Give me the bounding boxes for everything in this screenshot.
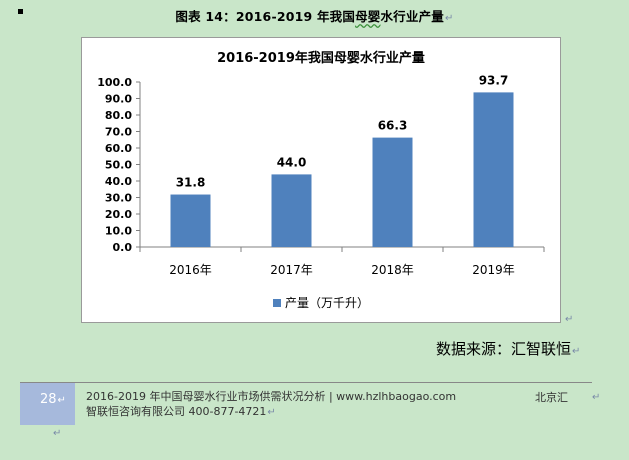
y-tick-label: 10.0	[105, 225, 132, 238]
x-tick-label: 2018年	[371, 263, 414, 277]
legend-swatch	[272, 299, 281, 307]
page-number-box: 28↵	[20, 383, 75, 425]
bar	[170, 194, 211, 247]
footer-divider	[20, 382, 592, 383]
footer-text: 2016-2019 年中国母婴水行业市场供需状况分析 | www.hzlhbao…	[86, 389, 546, 420]
y-tick-label: 0.0	[113, 241, 133, 254]
chart-title: 2016-2019年我国母婴水行业产量	[217, 51, 425, 66]
page-number: 28	[40, 392, 57, 407]
caption-highlight: 母婴	[355, 9, 381, 24]
y-tick-label: 80.0	[105, 109, 132, 122]
bar	[473, 92, 514, 247]
bar-chart: 0.0 10.0 20.0 30.0 40.0 50.0 60.0 70.0 80.0 90.0 1…	[97, 73, 545, 277]
x-tick-label: 2019年	[472, 263, 515, 277]
paragraph-mark: ↵	[267, 407, 276, 418]
legend-label: 产量（万千升）	[284, 296, 369, 310]
y-tick-label: 30.0	[105, 192, 132, 205]
chart-container[interactable]: 2016-2019年我国母婴水行业产量 0.0 10.0 20.0 30.0 40.0 5…	[81, 37, 561, 323]
y-tick-label: 100.0	[97, 76, 132, 89]
list-bullet	[18, 9, 23, 14]
data-label: 44.0	[277, 155, 307, 169]
y-tick-label: 40.0	[105, 175, 132, 188]
y-tick-label: 50.0	[105, 159, 132, 172]
data-label: 93.7	[479, 73, 509, 87]
paragraph-mark: ↵	[572, 346, 581, 357]
caption-prefix: 图表	[175, 9, 201, 24]
figure-caption: 图表 14：2016-2019 年我国母婴水行业产量↵	[0, 6, 629, 25]
caption-suffix: 水行业产量	[380, 9, 444, 24]
source-text: 数据来源：汇智联恒	[436, 340, 572, 358]
data-label: 31.8	[176, 176, 206, 190]
bar	[372, 137, 413, 247]
paragraph-mark: ↵	[565, 314, 574, 325]
paragraph-mark: ↵	[592, 392, 601, 403]
footer-line-1: 2016-2019 年中国母婴水行业市场供需状况分析 | www.hzlhbao…	[86, 390, 457, 403]
paragraph-mark: ↵	[445, 13, 454, 24]
data-source: 数据来源：汇智联恒↵	[436, 338, 580, 359]
chart-legend: 产量（万千升）	[82, 294, 560, 311]
paragraph-mark: ↵	[57, 395, 66, 406]
bar	[271, 174, 312, 247]
x-tick-label: 2016年	[169, 263, 212, 277]
x-tick-label: 2017年	[270, 263, 313, 277]
paragraph-mark: ↵	[53, 428, 62, 439]
y-tick-label: 70.0	[105, 126, 132, 139]
y-tick-label: 90.0	[105, 93, 132, 106]
data-label: 66.3	[378, 119, 408, 133]
y-tick-label: 60.0	[105, 142, 132, 155]
caption-number: 14：2016-2019 年我国	[205, 9, 356, 24]
footer-line-2: 智联恒咨询有限公司 400-877-4721	[86, 405, 267, 418]
y-tick-label: 20.0	[105, 208, 132, 221]
footer-right-text: 北京汇	[535, 391, 568, 404]
